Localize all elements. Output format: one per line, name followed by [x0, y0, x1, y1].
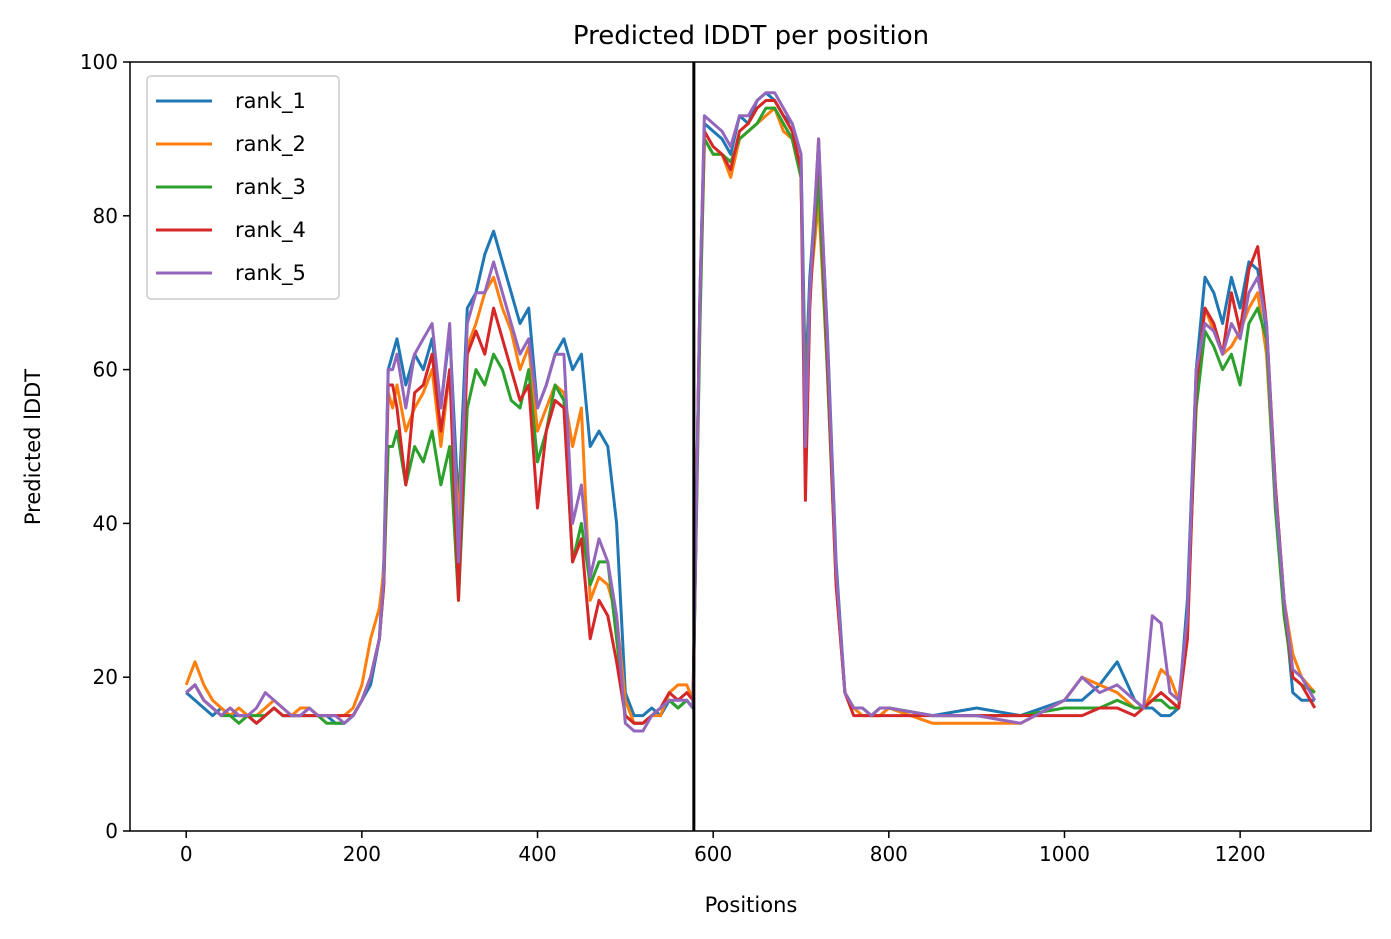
- x-axis: 0 200 400 600 800 1000 1200: [180, 831, 1266, 866]
- x-tick-label: 1200: [1215, 842, 1266, 866]
- x-tick-label: 600: [694, 842, 732, 866]
- series-line-rank-2: [184, 106, 1316, 725]
- chart-title: Predicted lDDT per position: [573, 21, 929, 51]
- y-tick-label: 100: [80, 50, 118, 74]
- legend-label-rank-1: rank_1: [235, 89, 306, 114]
- legend-label-rank-4: rank_4: [235, 218, 306, 243]
- legend: rank_1 rank_2 rank_3 rank_4 rank_5: [146, 75, 340, 300]
- y-tick-label: 0: [105, 819, 118, 843]
- series-layer: [184, 91, 1317, 733]
- legend-label-rank-5: rank_5: [235, 261, 306, 286]
- plot-frame: [129, 61, 1372, 832]
- series-line-rank-5: [185, 91, 1317, 733]
- legend-box: [146, 75, 340, 300]
- x-tick-label: 1000: [1039, 842, 1090, 866]
- plot-area: [129, 61, 1372, 832]
- x-tick-label: 800: [870, 842, 908, 866]
- x-tick-label: 400: [518, 842, 556, 866]
- y-tick-label: 80: [93, 204, 118, 228]
- legend-label-rank-2: rank_2: [235, 132, 306, 157]
- y-tick-label: 20: [93, 665, 118, 689]
- x-tick-label: 0: [180, 842, 193, 866]
- y-tick-label: 60: [93, 358, 118, 382]
- y-axis: 0 20 40 60 80 100: [80, 50, 130, 843]
- x-axis-label: Positions: [705, 893, 798, 917]
- y-axis-label: Predicted lDDT: [21, 369, 45, 525]
- legend-label-rank-3: rank_3: [235, 175, 306, 200]
- x-tick-label: 200: [343, 842, 381, 866]
- y-tick-label: 40: [93, 511, 118, 535]
